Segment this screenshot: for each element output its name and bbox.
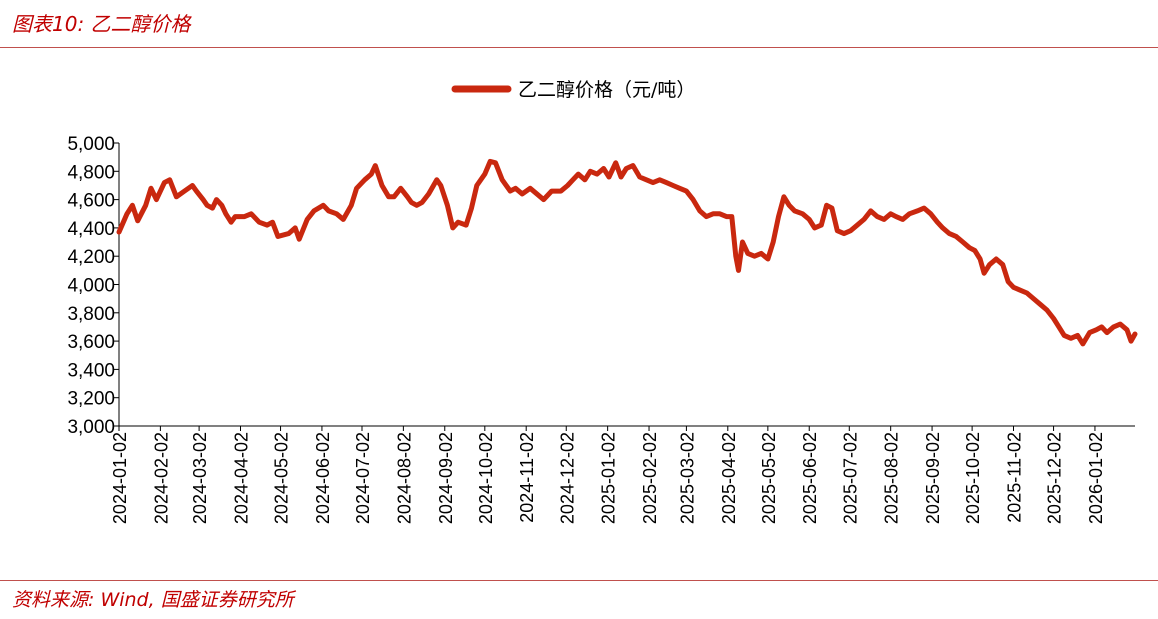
x-tick-label: 2024-09-02 bbox=[436, 432, 456, 524]
x-tick-label: 2024-05-02 bbox=[272, 432, 292, 524]
x-tick-label: 2024-11-02 bbox=[517, 432, 537, 523]
y-tick-label: 4,000 bbox=[67, 276, 115, 297]
x-tick-label: 2024-01-02 bbox=[110, 432, 130, 524]
series-line bbox=[116, 158, 1138, 347]
x-tick-label: 2025-07-02 bbox=[840, 432, 860, 524]
y-tick-label: 3,000 bbox=[67, 417, 115, 438]
y-tick-label: 3,400 bbox=[67, 360, 115, 381]
y-tick-label: 4,400 bbox=[67, 219, 115, 240]
y-ticks: 3,000 3,200 3,400 3,600 3,800 4,000 4,200 4,400… bbox=[67, 134, 119, 438]
x-tick-label: 2025-02-02 bbox=[640, 432, 660, 524]
y-tick-label: 4,200 bbox=[67, 247, 115, 268]
y-tick-label: 3,600 bbox=[67, 332, 115, 353]
x-tick-label: 2024-02-02 bbox=[151, 432, 171, 524]
top-divider bbox=[0, 47, 1158, 48]
y-tick-label: 5,000 bbox=[67, 134, 115, 155]
y-tick-label: 3,200 bbox=[67, 389, 115, 410]
x-tick-label: 2025-09-02 bbox=[923, 432, 943, 524]
x-tick-label: 2024-03-02 bbox=[190, 432, 210, 524]
x-tick-label: 2024-12-02 bbox=[557, 432, 577, 524]
x-tick-label: 2024-08-02 bbox=[394, 432, 414, 524]
figure-title: 图表10: 乙二醇价格 bbox=[12, 12, 191, 36]
axes bbox=[118, 143, 1135, 427]
x-tick-label: 2025-08-02 bbox=[882, 432, 902, 524]
x-tick-label: 2024-06-02 bbox=[313, 432, 333, 524]
x-tick-label: 2025-12-02 bbox=[1045, 432, 1065, 524]
x-tick-label: 2025-06-02 bbox=[800, 432, 820, 524]
x-tick-label: 2025-03-02 bbox=[677, 432, 697, 524]
x-tick-label: 2024-10-02 bbox=[476, 432, 496, 524]
y-tick-label: 3,800 bbox=[67, 304, 115, 325]
x-tick-label: 2025-01-02 bbox=[599, 432, 619, 524]
legend-label: 乙二醇价格（元/吨） bbox=[518, 79, 695, 101]
bottom-divider bbox=[0, 580, 1158, 581]
x-tick-label: 2025-04-02 bbox=[719, 432, 739, 524]
x-tick-label: 2026-01-02 bbox=[1086, 432, 1106, 524]
x-tick-label: 2025-10-02 bbox=[963, 432, 983, 524]
x-tick-label: 2024-04-02 bbox=[231, 432, 251, 524]
legend: 乙二醇价格（元/吨） bbox=[451, 79, 695, 101]
x-tick-label: 2025-11-02 bbox=[1005, 432, 1025, 523]
y-tick-label: 4,800 bbox=[67, 162, 115, 183]
x-tick-label: 2025-05-02 bbox=[759, 432, 779, 524]
source-note: 资料来源: Wind, 国盛证券研究所 bbox=[12, 589, 294, 611]
y-tick-label: 4,600 bbox=[67, 191, 115, 212]
x-ticks: 2024-01-02 2024-02-02 2024-03-02 2024-04-02… bbox=[110, 426, 1106, 524]
x-tick-label: 2024-07-02 bbox=[353, 432, 373, 524]
